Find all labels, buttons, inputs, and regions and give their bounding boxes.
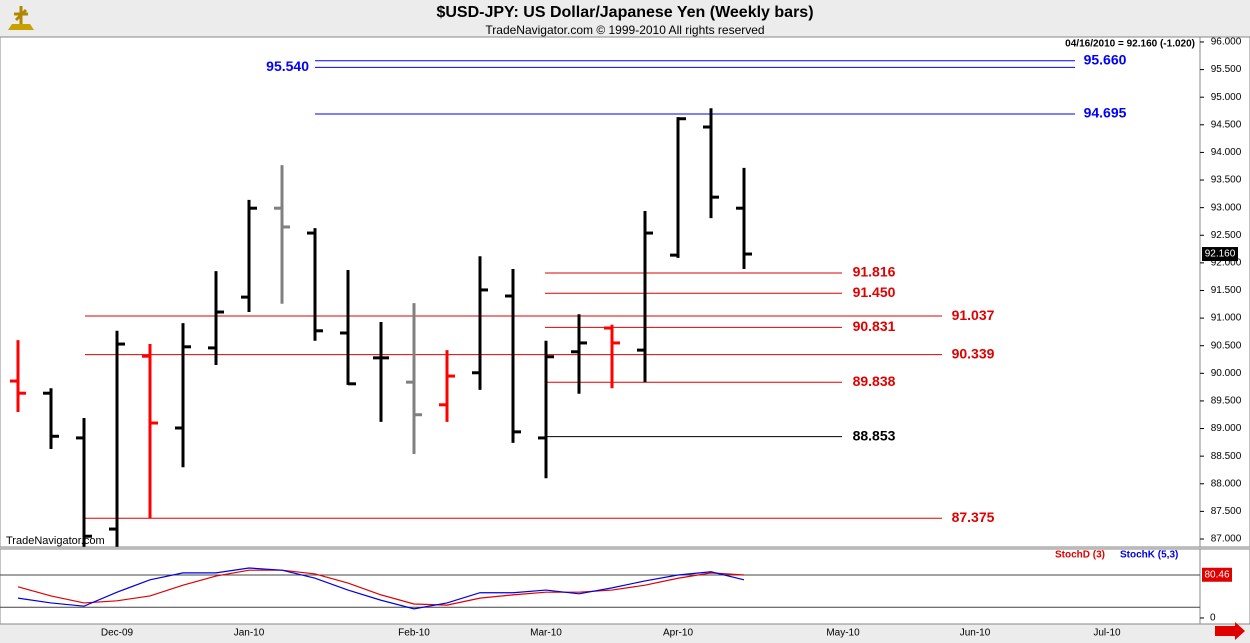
y-tick-label: 88.000 bbox=[1211, 478, 1242, 489]
level-label: 91.450 bbox=[853, 284, 896, 300]
last-value-label: 80.46 bbox=[1204, 569, 1229, 580]
x-tick-label: Jun-10 bbox=[960, 628, 991, 639]
y-tick-label: 93.500 bbox=[1211, 175, 1242, 186]
stoch-panel bbox=[0, 548, 1201, 625]
y-tick-label: 95.000 bbox=[1211, 92, 1242, 103]
last-price-label: 92.160 bbox=[1205, 249, 1236, 260]
legend-label: StochD (3) bbox=[1055, 550, 1105, 561]
chart-title: $USD-JPY: US Dollar/Japanese Yen (Weekly… bbox=[436, 4, 813, 21]
y-tick-label: 89.000 bbox=[1211, 423, 1242, 434]
level-label: 87.375 bbox=[952, 509, 995, 525]
level-label: 90.339 bbox=[952, 345, 995, 361]
y-tick-label: 88.500 bbox=[1211, 451, 1242, 462]
y-tick-label: 90.500 bbox=[1211, 340, 1242, 351]
price-panel bbox=[0, 36, 1201, 548]
y-tick-label: 87.500 bbox=[1211, 506, 1242, 517]
stoch-line bbox=[17, 567, 745, 610]
level-label: 95.660 bbox=[1084, 51, 1127, 67]
y-tick-label: 96.000 bbox=[1211, 37, 1242, 48]
info-text: 04/16/2010 = 92.160 (-1.020) bbox=[1065, 39, 1195, 50]
y-tick-label: 92.000 bbox=[1211, 258, 1242, 269]
stoch-axis bbox=[1199, 548, 1250, 625]
y-tick-label: 91.500 bbox=[1211, 285, 1242, 296]
x-tick-label: Jan-10 bbox=[234, 628, 265, 639]
last-value-box bbox=[1202, 567, 1232, 582]
y-tick-label: 95.500 bbox=[1211, 64, 1242, 75]
scroll-arrow[interactable] bbox=[1215, 622, 1245, 640]
level-label: 88.853 bbox=[853, 427, 896, 443]
y-tick-label: 0 bbox=[1210, 613, 1216, 624]
level-label: 89.838 bbox=[853, 373, 896, 389]
y-tick-label: 94.500 bbox=[1211, 119, 1242, 130]
y-tick-label: 93.000 bbox=[1211, 202, 1242, 213]
level-label: 95.540 bbox=[266, 58, 309, 74]
x-tick-label: Dec-09 bbox=[101, 628, 134, 639]
x-tick-label: Apr-10 bbox=[663, 628, 693, 639]
chart-subtitle: TradeNavigator.com © 1999-2010 All right… bbox=[485, 23, 764, 37]
stoch-line bbox=[17, 569, 745, 606]
y-tick-label: 94.000 bbox=[1211, 147, 1242, 158]
x-tick-label: Feb-10 bbox=[398, 628, 430, 639]
logo bbox=[8, 6, 34, 30]
y-tick-label: 91.000 bbox=[1211, 313, 1242, 324]
last-price-box bbox=[1202, 247, 1238, 262]
y-tick-label: 89.500 bbox=[1211, 396, 1242, 407]
x-tick-label: Jul-10 bbox=[1093, 628, 1121, 639]
price-axis bbox=[1199, 36, 1250, 548]
watermark: TradeNavigator.com bbox=[6, 535, 105, 547]
x-tick-label: Mar-10 bbox=[530, 628, 562, 639]
level-label: 91.037 bbox=[952, 307, 995, 323]
x-tick-label: May-10 bbox=[826, 628, 860, 639]
y-tick-label: 92.500 bbox=[1211, 230, 1242, 241]
level-label: 94.695 bbox=[1084, 105, 1127, 121]
level-label: 91.816 bbox=[853, 264, 896, 280]
y-tick-label: 90.000 bbox=[1211, 368, 1242, 379]
legend-label: StochK (5,3) bbox=[1120, 550, 1178, 561]
y-tick-label: 87.000 bbox=[1211, 534, 1242, 545]
level-label: 90.831 bbox=[853, 318, 896, 334]
